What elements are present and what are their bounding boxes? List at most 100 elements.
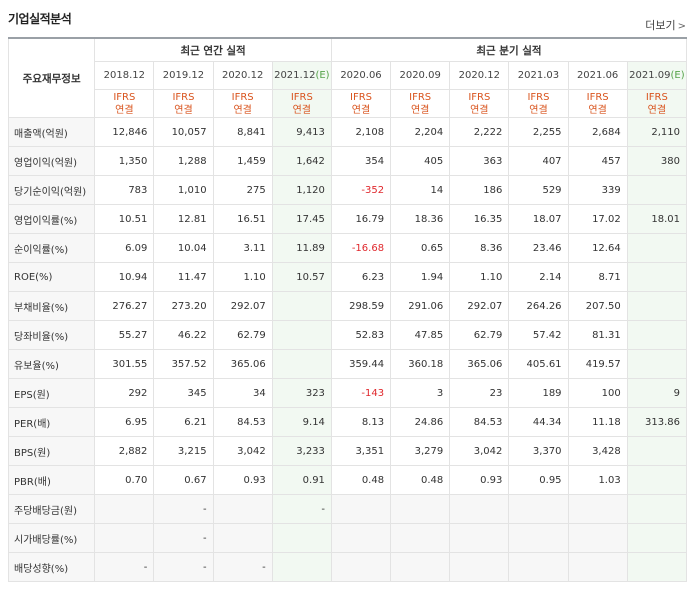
row-label: 주당배당금(원) — [7, 494, 96, 524]
table-cell: 292 — [94, 378, 155, 408]
table-cell: 10.04 — [153, 233, 214, 263]
table-cell — [626, 175, 688, 205]
period-label: 2020.12 — [458, 70, 500, 81]
table-cell: 23.46 — [508, 233, 569, 263]
table-cell — [449, 523, 510, 553]
table-cell: 8,841 — [212, 117, 273, 147]
table-cell — [271, 291, 332, 321]
table-cell: 10.57 — [271, 262, 332, 292]
table-cell: 6.95 — [94, 407, 155, 437]
table-cell: 100 — [567, 378, 628, 408]
table-cell — [626, 436, 688, 466]
table-cell: 9,413 — [271, 117, 332, 147]
table-cell: 1.94 — [390, 262, 451, 292]
chevron-right-icon: > — [677, 21, 686, 32]
table-cell — [508, 552, 569, 582]
table-cell: 189 — [508, 378, 569, 408]
table-cell: 1.10 — [449, 262, 510, 292]
row-label: 시가배당률(%) — [7, 523, 96, 553]
row-label: EPS(원) — [7, 378, 96, 408]
table-row: 당기순이익(억원) 783 1,010 275 1,120 -352 14 186 529 339 — [7, 175, 688, 205]
ifrs-label: IFRS — [645, 91, 668, 103]
ifrs-label: IFRS — [231, 91, 254, 103]
table-cell: 2.14 — [508, 262, 569, 292]
table-row: EPS(원) 292 345 34 323 -143 3 23 189 100 9 — [7, 378, 688, 408]
table-cell — [330, 523, 392, 553]
table-cell: 3,351 — [330, 436, 392, 466]
table-cell: 3 — [390, 378, 451, 408]
table-row: ROE(%) 10.94 11.47 1.10 10.57 6.23 1.94 1.10 2.1… — [7, 262, 688, 292]
row-label: 매출액(억원) — [7, 117, 96, 147]
table-cell: 1,459 — [212, 146, 273, 176]
table-cell: 2,255 — [508, 117, 569, 147]
row-label: PBR(배) — [7, 465, 96, 495]
period-label: 2021.12 — [274, 70, 316, 81]
table-cell: 23 — [449, 378, 510, 408]
table-cell — [390, 523, 451, 553]
row-label: ROE(%) — [7, 262, 96, 292]
table-cell: 3,042 — [449, 436, 510, 466]
table-cell — [567, 523, 628, 553]
table-cell: 2,684 — [567, 117, 628, 147]
table-cell: 12.64 — [567, 233, 628, 263]
more-link[interactable]: 더보기 > — [645, 17, 686, 33]
table-cell: 3,042 — [212, 436, 273, 466]
table-cell: 2,108 — [330, 117, 392, 147]
consolidated-label: 연결 — [174, 104, 193, 116]
table-cell: 292.07 — [212, 291, 273, 321]
period-label: 2018.12 — [103, 70, 145, 81]
table-row: BPS(원) 2,882 3,215 3,042 3,233 3,351 3,279 3,04… — [7, 436, 688, 466]
table-cell: 46.22 — [153, 320, 214, 350]
period-header: 2021.06 — [567, 61, 628, 90]
period-header: 2019.12 — [153, 61, 214, 90]
table-cell: 405.61 — [508, 349, 569, 379]
table-cell: 273.20 — [153, 291, 214, 321]
row-header-label: 주요재무정보 — [7, 37, 96, 118]
ifrs-header: IFRS 연결 — [449, 89, 510, 118]
table-cell: 1,642 — [271, 146, 332, 176]
table-cell — [390, 552, 451, 582]
table-cell: 457 — [567, 146, 628, 176]
row-label: 당기순이익(억원) — [7, 175, 96, 205]
table-cell — [271, 552, 332, 582]
period-header: 2021.12(E) — [271, 61, 332, 90]
ifrs-label: IFRS — [172, 91, 195, 103]
table-row: 유보율(%) 301.55 357.52 365.06 359.44 360.18 365.… — [7, 349, 688, 379]
table-cell: 47.85 — [390, 320, 451, 350]
table-cell: 17.02 — [567, 204, 628, 234]
table-cell: 292.07 — [449, 291, 510, 321]
table-cell: 18.07 — [508, 204, 569, 234]
table-cell: 529 — [508, 175, 569, 205]
period-label: 2020.12 — [221, 70, 264, 81]
table-cell: 12,846 — [94, 117, 155, 147]
table-cell: 16.51 — [212, 204, 273, 234]
table-cell: 57.42 — [508, 320, 569, 350]
table-row: 당좌비율(%) 55.27 46.22 62.79 52.83 47.85 62.79 57.… — [7, 320, 688, 350]
table-cell: 6.21 — [153, 407, 214, 437]
table-cell — [508, 494, 569, 524]
table-cell: 10.51 — [94, 204, 155, 234]
table-cell: 357.52 — [153, 349, 214, 379]
table-cell: -16.68 — [330, 233, 392, 263]
table-cell: 365.06 — [449, 349, 510, 379]
table-cell: 276.27 — [94, 291, 155, 321]
table-cell: 11.89 — [271, 233, 332, 263]
more-link-label: 더보기 — [645, 19, 676, 32]
table-cell: 0.48 — [330, 465, 392, 495]
table-row: PER(배) 6.95 6.21 84.53 9.14 8.13 24.86 84.53 44.… — [7, 407, 688, 437]
table-cell: 3.11 — [212, 233, 273, 263]
table-cell — [271, 320, 332, 350]
table-cell: 2,222 — [449, 117, 510, 147]
table-cell: 0.93 — [449, 465, 510, 495]
section-title: 기업실적분석 — [8, 12, 72, 26]
ifrs-label: IFRS — [290, 91, 313, 103]
table-cell: 52.83 — [330, 320, 392, 350]
table-cell — [212, 523, 273, 553]
table-cell: 2,110 — [626, 117, 688, 147]
consolidated-label: 연결 — [115, 104, 134, 116]
table-cell — [94, 523, 155, 553]
table-row: PBR(배) 0.70 0.67 0.93 0.91 0.48 0.48 0.93 0.95 1.… — [7, 465, 688, 495]
table-cell: 8.13 — [330, 407, 392, 437]
ifrs-label: IFRS — [468, 91, 491, 103]
section-header: 기업실적분석 더보기 > — [0, 0, 696, 37]
